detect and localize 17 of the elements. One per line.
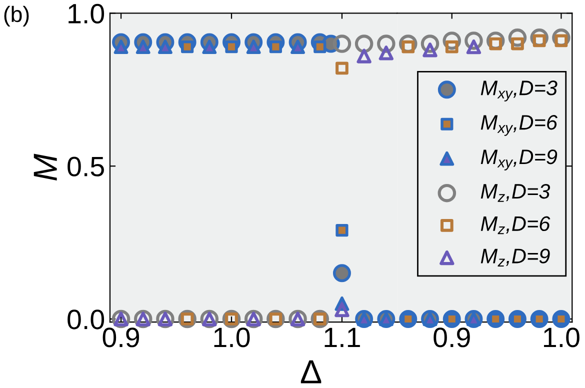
y-axis-title: M (34, 154, 57, 180)
legend-label: M$_{xy}$,D=6 (480, 115, 558, 136)
y-tick-label: 0.5 (68, 156, 104, 176)
chart-title: (b) (4, 6, 29, 27)
y-tick-label: 0.0 (68, 310, 104, 330)
legend-label: M$_{z}$,D=6 (480, 216, 550, 234)
x-axis-title: Δ (300, 360, 322, 384)
legend-label: M$_{z}$,D=9 (480, 248, 550, 266)
x-tick-label: 0.9 (102, 328, 140, 348)
legend-label: M$_{z}$,D=3 (480, 184, 550, 202)
x-tick-label: 1.0 (544, 328, 580, 348)
x-tick-label: 1.0 (214, 328, 250, 348)
x-tick-label: 0.9 (434, 328, 470, 348)
legend-label: M$_{xy}$,D=9 (480, 149, 558, 170)
x-tick-label: 1.1 (324, 328, 360, 348)
legend-label: M$_{xy}$,D=3 (480, 80, 558, 102)
y-tick-label: 1.0 (68, 4, 104, 24)
